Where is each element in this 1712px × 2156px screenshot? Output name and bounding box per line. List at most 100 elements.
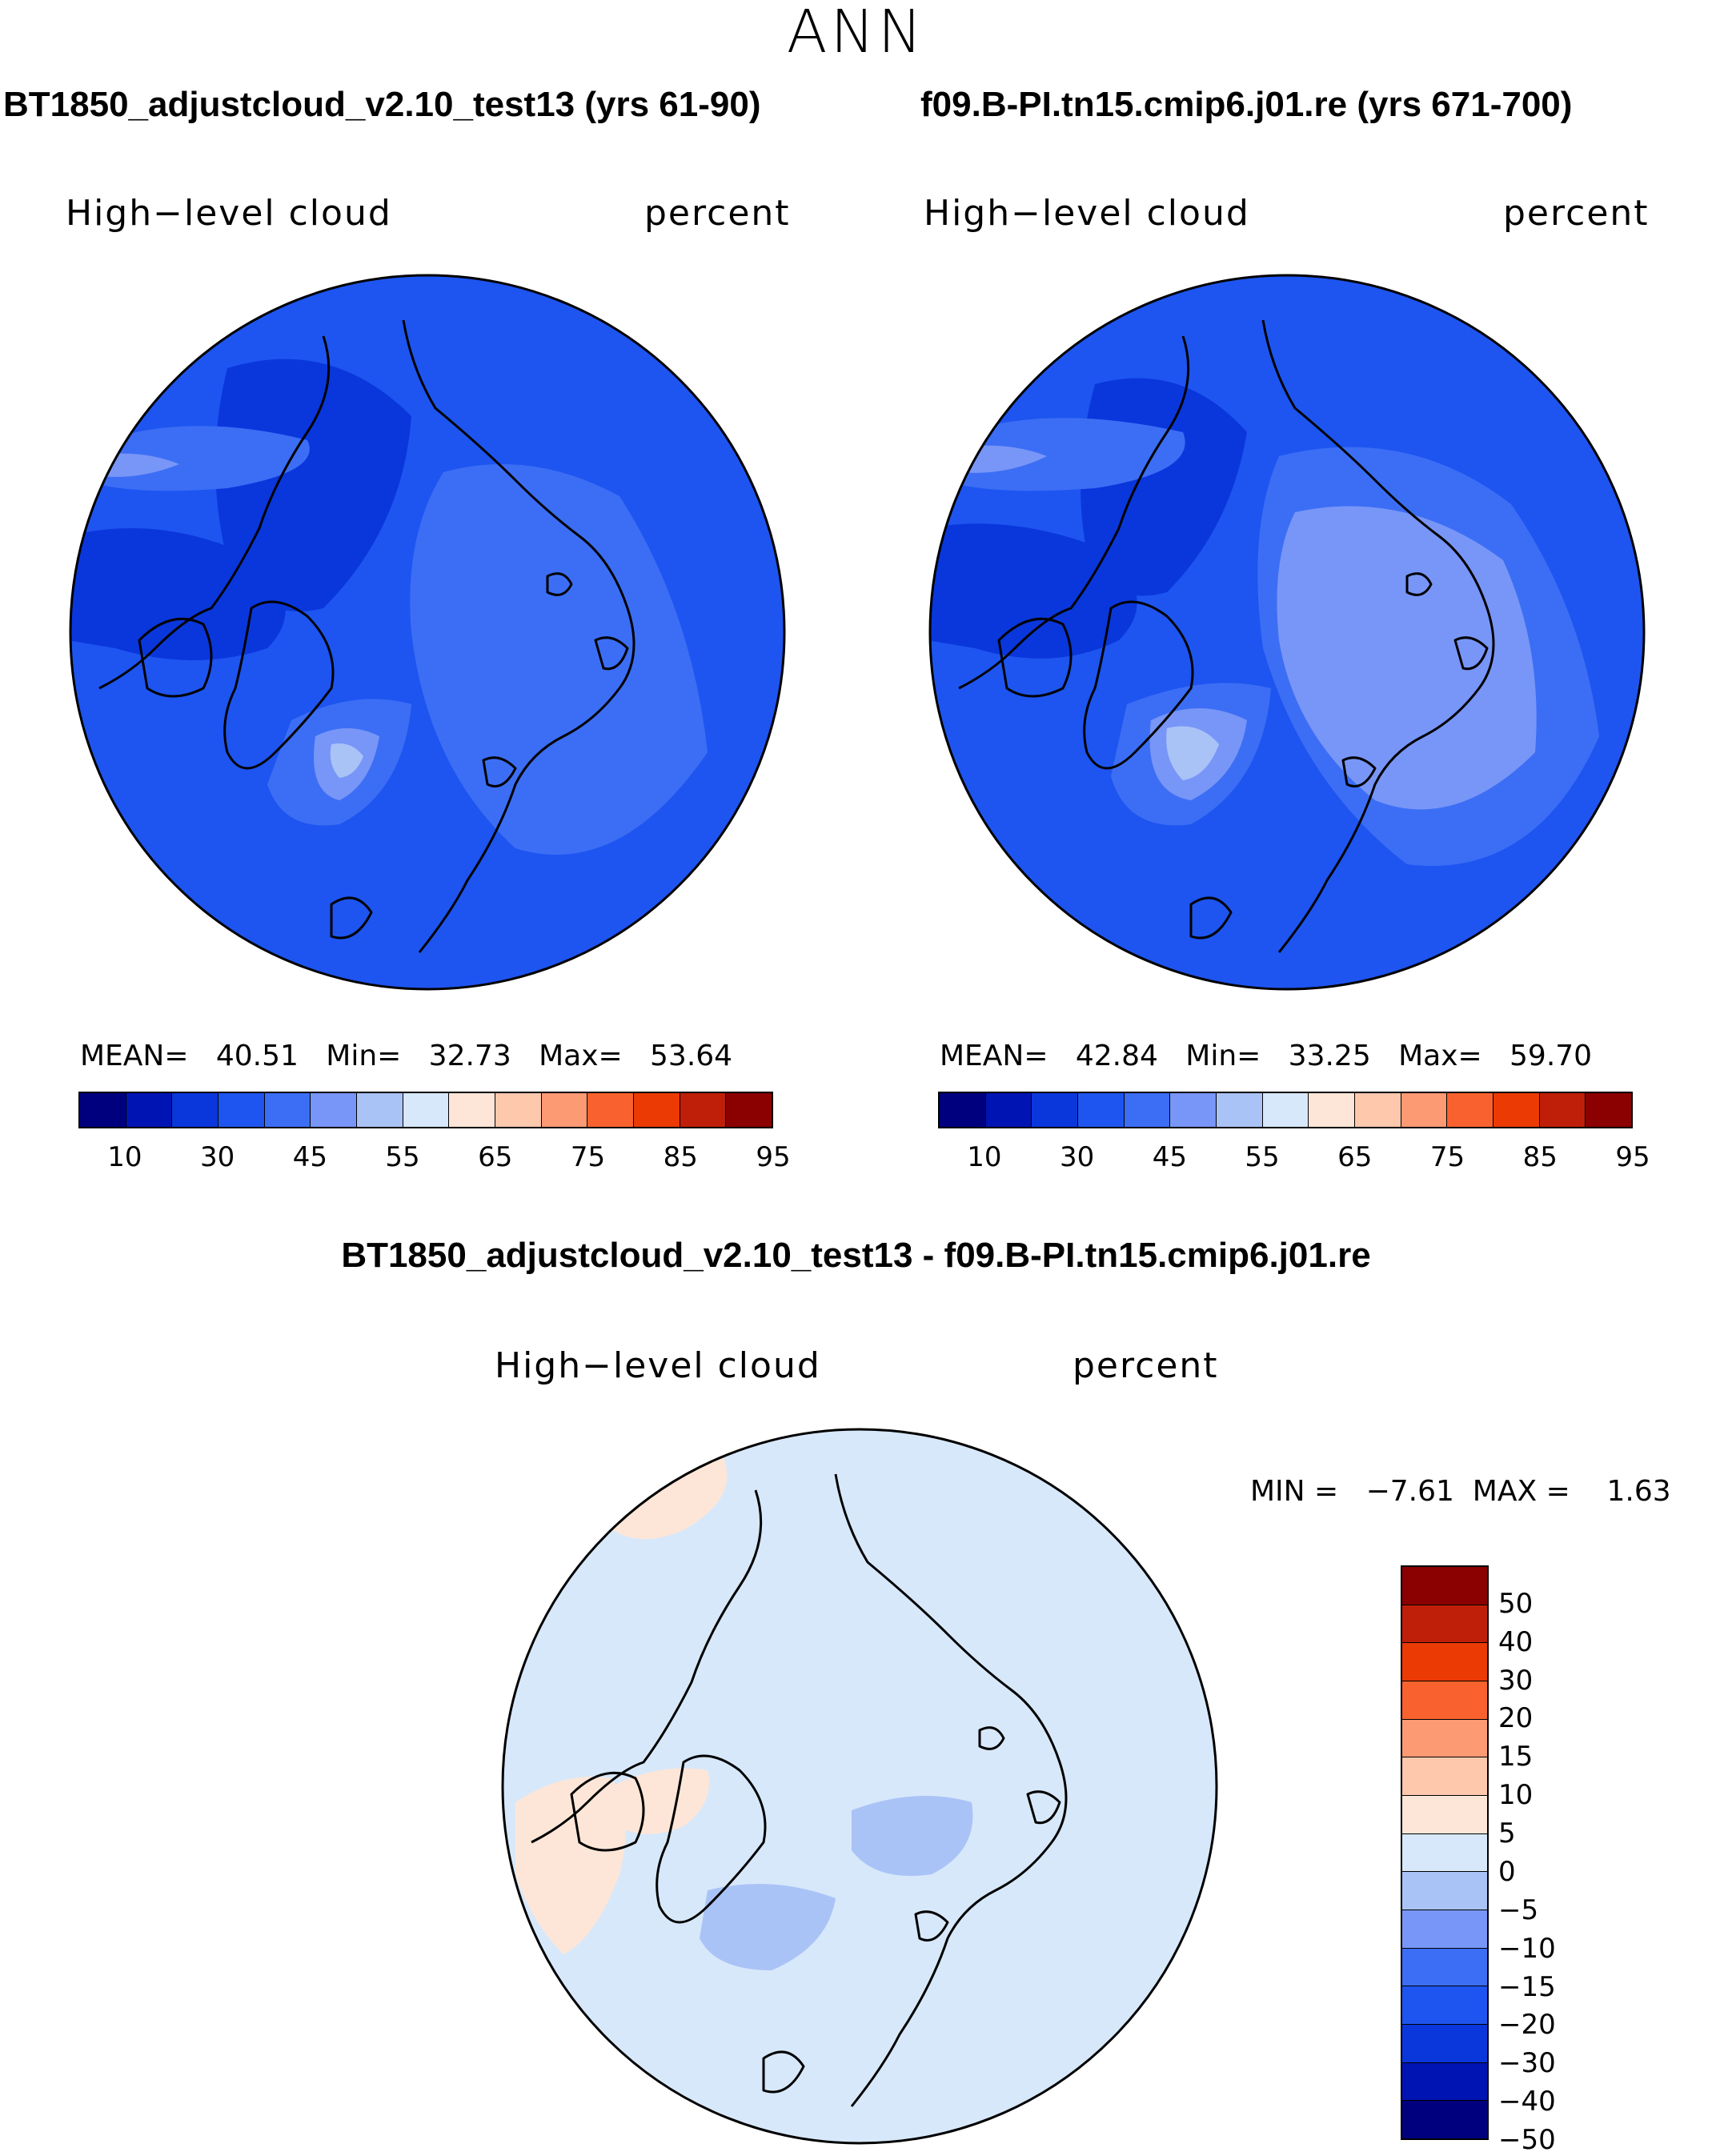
panel1-colorbar-swatch bbox=[311, 1093, 358, 1127]
panel3-units-label: percent bbox=[1073, 1345, 1219, 1386]
panel3-colorbar-swatch bbox=[1402, 1681, 1487, 1720]
panel3-colorbar-label: 5 bbox=[1498, 1817, 1516, 1850]
panel3-colorbar-swatch bbox=[1402, 2062, 1487, 2102]
panel3-stats: MIN = −7.61 MAX = 1.63 bbox=[1250, 1476, 1671, 1508]
panel2-colorbar-label: 30 bbox=[1059, 1141, 1095, 1173]
panel3-title: BT1850_adjustcloud_v2.10_test13 - f09.B-… bbox=[341, 1236, 1371, 1275]
panel3-coastlines bbox=[531, 1473, 1068, 2107]
panel1-colorbar-label: 55 bbox=[385, 1141, 420, 1173]
panel1-max-value: 53.64 bbox=[650, 1040, 733, 1072]
panel2-colorbar-swatch bbox=[1078, 1093, 1125, 1127]
panel3-colorbar-swatch bbox=[1402, 1986, 1487, 2026]
panel1-colorbar-label: 10 bbox=[107, 1141, 142, 1173]
panel3-colorbar-swatch bbox=[1402, 1757, 1487, 1797]
page-title: ANN bbox=[786, 0, 926, 66]
panel3-colorbar-swatch bbox=[1402, 1910, 1487, 1949]
panel2-colorbar-swatch bbox=[1586, 1093, 1632, 1127]
panel3-contour-positive-canada bbox=[515, 1777, 626, 1954]
panel3-colorbar-label: 20 bbox=[1498, 1702, 1534, 1735]
panel1-min-value: 32.73 bbox=[428, 1040, 511, 1072]
panel2-min-value: 33.25 bbox=[1288, 1040, 1371, 1072]
panel1-contour-greenland-peak bbox=[330, 743, 363, 778]
panel2-max-label: Max= bbox=[1398, 1040, 1482, 1072]
panel3-colorbar-swatch bbox=[1402, 2101, 1487, 2139]
panel3-colorbar-swatch bbox=[1402, 1948, 1487, 1987]
panel3-colorbar-swatch bbox=[1402, 2025, 1487, 2063]
panel1-colorbar-label: 85 bbox=[663, 1141, 698, 1173]
panel2-colorbar-swatch bbox=[1170, 1093, 1217, 1127]
panel1-colorbar-label: 75 bbox=[570, 1141, 606, 1173]
panel1-min-label: Min= bbox=[326, 1040, 402, 1072]
panel2-colorbar-swatch bbox=[1447, 1093, 1494, 1127]
panel3-contour-positive-archipelago bbox=[611, 1768, 709, 1834]
panel3-colorbar-swatch bbox=[1402, 1796, 1487, 1834]
panel1-colorbar-swatch bbox=[264, 1093, 311, 1127]
panel1-contour-siberia bbox=[410, 464, 708, 855]
panel2-colorbar-label: 85 bbox=[1522, 1141, 1558, 1173]
panel1-colorbar-swatch bbox=[634, 1093, 680, 1127]
panel1-colorbar-swatch bbox=[219, 1093, 265, 1127]
panel3-colorbar-label: −15 bbox=[1498, 1970, 1556, 2003]
panel1-colorbar-label: 30 bbox=[199, 1141, 235, 1173]
panel3-colorbar-label: −20 bbox=[1498, 2009, 1556, 2042]
panel1-colorbar-swatch bbox=[726, 1093, 772, 1127]
panel2-colorbar-swatch bbox=[1124, 1093, 1171, 1127]
panel1-colorbar-swatch bbox=[680, 1093, 727, 1127]
panel1-mean-label: MEAN= bbox=[80, 1040, 189, 1072]
panel2-contour-dark-west bbox=[930, 523, 1137, 659]
panel3-colorbar-swatch bbox=[1402, 1605, 1487, 1644]
panel1-max-label: Max= bbox=[539, 1040, 623, 1072]
panel3-map-border bbox=[501, 1428, 1218, 2145]
panel1-colorbar-swatch bbox=[80, 1093, 126, 1127]
panel2-mean-label: MEAN= bbox=[940, 1040, 1048, 1072]
panel1-stats: MEAN= 40.51 Min= 32.73 Max= 53.64 bbox=[80, 1040, 732, 1072]
panel1-map-border bbox=[69, 274, 786, 991]
panel3-colorbar-label: −40 bbox=[1498, 2086, 1556, 2118]
panel2-colorbar-swatch bbox=[1032, 1093, 1079, 1127]
panel2-contour-siberia-light bbox=[1277, 506, 1537, 810]
panel3-colorbar-label: −5 bbox=[1498, 1894, 1539, 1926]
panel2-colorbar-swatch bbox=[1355, 1093, 1401, 1127]
panel3-contour-negative-greenland bbox=[700, 1884, 836, 1970]
panel3-colorbar-swatch bbox=[1402, 1567, 1487, 1605]
panel1-colorbar-label: 45 bbox=[292, 1141, 327, 1173]
panel2-colorbar-label: 65 bbox=[1337, 1141, 1373, 1173]
panel2-title: f09.B-PI.tn15.cmip6.j01.re (yrs 671-700) bbox=[920, 85, 1573, 124]
panel1-colorbar-swatch bbox=[126, 1093, 173, 1127]
panel2-colorbar bbox=[938, 1092, 1633, 1128]
panel1-title: BT1850_adjustcloud_v2.10_test13 (yrs 61-… bbox=[3, 85, 761, 124]
panel3-variable-label: High−level cloud bbox=[495, 1345, 821, 1386]
panel3-colorbar-label: 10 bbox=[1498, 1779, 1534, 1812]
panel2-colorbar-swatch bbox=[1493, 1093, 1540, 1127]
panel1-colorbar-label: 95 bbox=[756, 1141, 791, 1173]
panel3-colorbar bbox=[1401, 1565, 1489, 2140]
panel2-colorbar-swatch bbox=[985, 1093, 1032, 1127]
panel1-colorbar-swatch bbox=[172, 1093, 219, 1127]
panel2-colorbar-swatch bbox=[1401, 1093, 1448, 1127]
panel1-colorbar-swatch bbox=[541, 1093, 588, 1127]
panel2-colorbar-label: 45 bbox=[1152, 1141, 1187, 1173]
panel1-colorbar-swatch bbox=[403, 1093, 450, 1127]
panel2-colorbar-swatch bbox=[940, 1093, 986, 1127]
panel2-min-label: Min= bbox=[1185, 1040, 1261, 1072]
panel1-mean-value: 40.51 bbox=[215, 1040, 299, 1072]
panel2-coastlines bbox=[958, 319, 1495, 953]
panel2-colorbar-swatch bbox=[1262, 1093, 1309, 1127]
panel2-stats: MEAN= 42.84 Min= 33.25 Max= 59.70 bbox=[940, 1040, 1592, 1072]
panel3-min-label: MIN = bbox=[1250, 1475, 1339, 1508]
panel3-colorbar-swatch bbox=[1402, 1833, 1487, 1873]
panel1-contour-dark-arctic bbox=[215, 359, 411, 611]
panel1-variable-label: High−level cloud bbox=[66, 193, 392, 234]
panel3-colorbar-label: −30 bbox=[1498, 2047, 1556, 2080]
panel3-polar-map bbox=[501, 1428, 1218, 2145]
panel2-variable-label: High−level cloud bbox=[924, 193, 1250, 234]
panel2-units-label: percent bbox=[1503, 193, 1650, 234]
panel3-colorbar-label: −10 bbox=[1498, 1932, 1556, 1965]
panel2-colorbar-label: 10 bbox=[967, 1141, 1002, 1173]
panel2-mean-value: 42.84 bbox=[1075, 1040, 1158, 1072]
panel1-colorbar-label: 65 bbox=[478, 1141, 513, 1173]
panel2-polar-map bbox=[928, 274, 1646, 991]
panel3-colorbar-label: 15 bbox=[1498, 1741, 1534, 1773]
panel1-units-label: percent bbox=[644, 193, 791, 234]
panel3-colorbar-swatch bbox=[1402, 1872, 1487, 1911]
